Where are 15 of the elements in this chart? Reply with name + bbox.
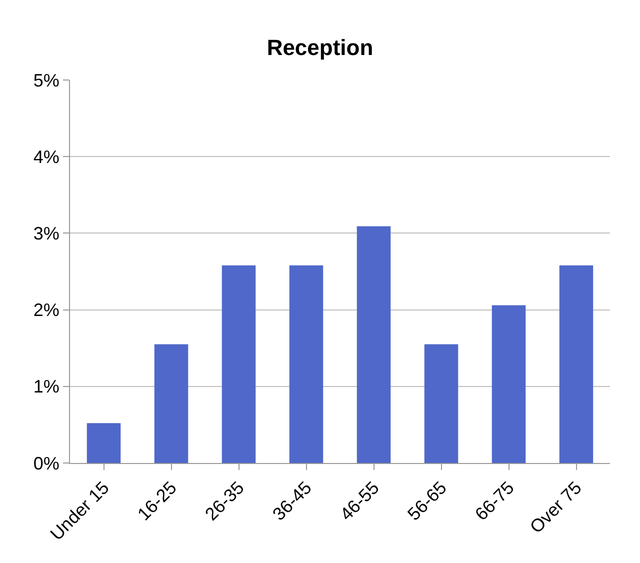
y-tick-label: 0%: [33, 453, 60, 474]
bar: [222, 265, 256, 463]
bar: [424, 344, 458, 463]
bar: [356, 226, 391, 463]
bar: [289, 265, 324, 463]
y-tick-label: 3%: [33, 224, 60, 244]
chart-title: Reception: [266, 34, 374, 60]
y-tick-label: 4%: [33, 146, 60, 167]
bar: [86, 423, 121, 463]
bar: [492, 305, 526, 463]
y-tick-label: 1%: [33, 376, 60, 397]
bar: [559, 265, 594, 463]
y-tick-label: 2%: [33, 300, 60, 320]
y-tick-label: 5%: [33, 70, 60, 90]
bar: [154, 344, 188, 463]
